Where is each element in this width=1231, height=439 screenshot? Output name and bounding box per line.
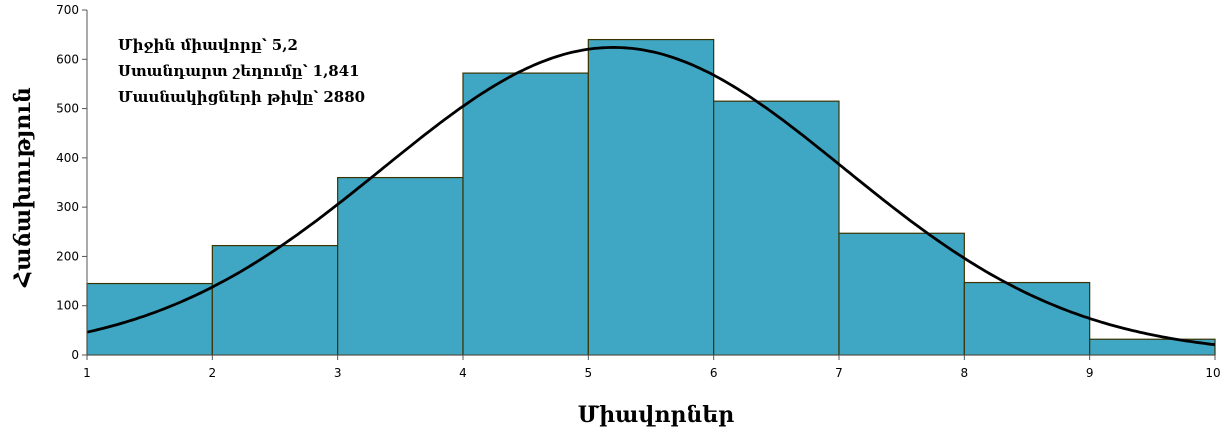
bars-group (86, 38, 1216, 356)
x-tick-label-9: 9 (1086, 366, 1094, 380)
x-tick-label-10: 10 (1205, 366, 1220, 380)
x-tick-label-1: 1 (83, 366, 91, 380)
histogram-bar-4 (462, 72, 589, 356)
y-tick-label-600: 600 (56, 52, 79, 66)
x-tick-label-2: 2 (209, 366, 217, 380)
axes-group: 0 100 200 300 400 500 600 700 1 2 3 4 5 6 7 8 9 10 (56, 3, 1221, 380)
histogram-bar-5 (587, 38, 715, 356)
histogram-bar-6 (713, 100, 840, 356)
y-tick-label-400: 400 (56, 151, 79, 165)
x-tick-label-8: 8 (961, 366, 969, 380)
x-tick-label-5: 5 (585, 366, 593, 380)
stats-annotation: Միջին միավորը՝ 5,2 Ստանդարտ շեղումը՝ 1,8… (118, 36, 365, 106)
stat-std-dev: Ստանդարտ շեղումը՝ 1,841 (118, 62, 360, 80)
histogram-bar-1 (86, 282, 213, 356)
y-tick-label-500: 500 (56, 102, 79, 116)
normal-curve (86, 45, 1216, 347)
histogram-bar-7 (838, 232, 965, 356)
x-tick-label-4: 4 (459, 366, 467, 380)
x-axis-title: Միավորներ (578, 402, 735, 428)
x-tick-label-7: 7 (835, 366, 843, 380)
x-tick-label-6: 6 (710, 366, 718, 380)
y-tick-label-100: 100 (56, 299, 79, 313)
x-tick-label-3: 3 (334, 366, 342, 380)
stat-count: Մասնակիցների թիվը՝ 2880 (118, 88, 365, 106)
y-tick-label-200: 200 (56, 249, 79, 263)
histogram-bar-2 (211, 244, 339, 356)
y-tick-label-700: 700 (56, 3, 79, 17)
y-tick-label-300: 300 (56, 200, 79, 214)
histogram-bar-3 (337, 176, 464, 356)
stat-mean: Միջին միավորը՝ 5,2 (118, 36, 298, 54)
y-tick-label-0: 0 (71, 348, 79, 362)
y-axis-title: Հաճախություն (10, 87, 36, 288)
